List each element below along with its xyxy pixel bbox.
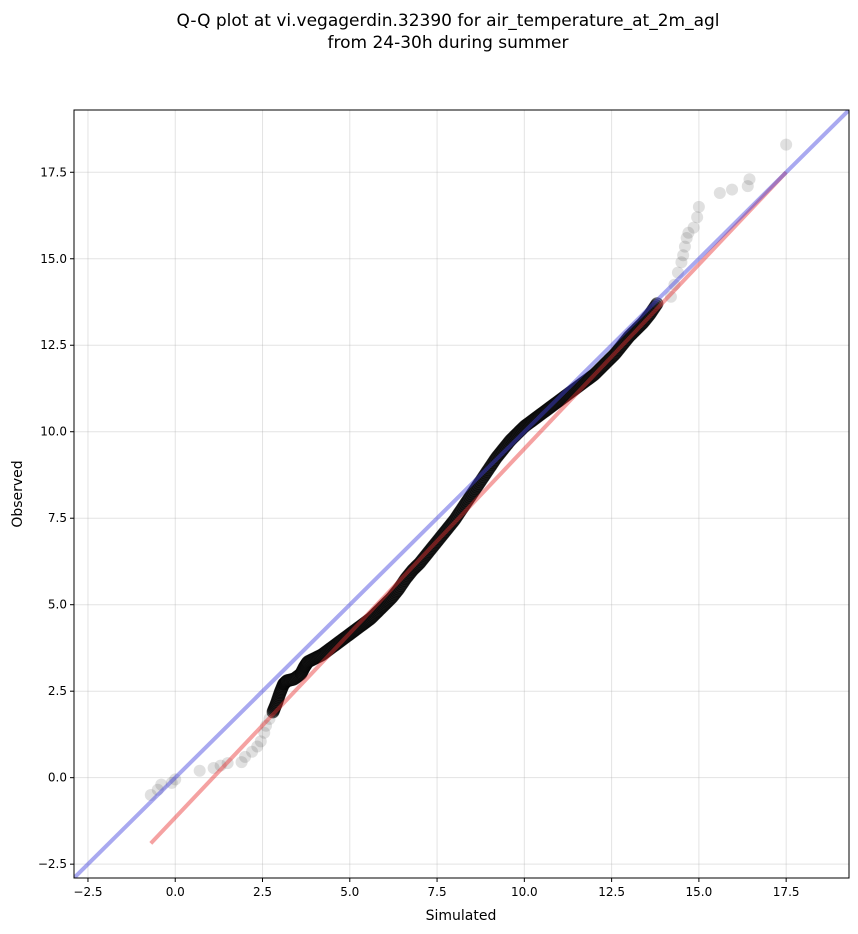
plot-frame <box>73 109 850 879</box>
fit-line <box>149 170 788 845</box>
x-tick-label: 12.5 <box>598 885 625 899</box>
tail-point <box>692 200 705 213</box>
tail-point <box>235 756 248 769</box>
x-tick-label: 15.0 <box>686 885 713 899</box>
tail-point <box>741 180 754 193</box>
y-tick-label: 10.0 <box>40 425 67 439</box>
x-tick-label: 10.0 <box>511 885 538 899</box>
tail-point <box>221 757 234 770</box>
tail-point <box>165 776 178 789</box>
y-tick-label: 12.5 <box>40 338 67 352</box>
tail-point <box>743 173 756 186</box>
tail-point <box>687 221 700 234</box>
chart-title-line-1: Q-Q plot at vi.vegagerdin.32390 for air_… <box>176 11 719 31</box>
data-points <box>144 138 793 801</box>
y-tick-label: 17.5 <box>40 165 67 179</box>
tail-point <box>239 750 252 763</box>
y-axis-label: Observed <box>10 460 26 527</box>
plot-area <box>74 110 849 878</box>
tail-point <box>151 783 164 796</box>
reference-lines <box>74 110 849 878</box>
tail-point <box>169 773 182 786</box>
tail-point <box>680 232 693 244</box>
tail-point <box>677 249 690 262</box>
identity-line <box>74 110 849 878</box>
tail-point <box>682 226 695 239</box>
tail-point <box>193 764 206 777</box>
tail-point <box>671 266 684 279</box>
y-tick-label: 15.0 <box>40 252 67 266</box>
x-tick-label: 5.0 <box>340 885 359 899</box>
tail-point <box>207 761 220 774</box>
tail-point <box>713 187 726 200</box>
x-tick-label: 7.5 <box>428 885 447 899</box>
tail-point <box>780 138 793 151</box>
x-tick-label: 2.5 <box>253 885 272 899</box>
y-axis-ticks: −2.5 0.0 2.5 5.0 7.5 10.0 12.5 15.0 17.5 <box>38 165 74 871</box>
tail-point <box>214 759 227 772</box>
x-tick-label: 17.5 <box>773 885 800 899</box>
x-axis-label: Simulated <box>426 908 497 924</box>
tail-point <box>260 719 273 732</box>
tail-point <box>258 726 271 739</box>
chart-title-line-2: from 24-30h during summer <box>328 33 569 53</box>
tail-point <box>251 740 264 753</box>
x-axis-ticks: −2.5 0.0 2.5 5.0 7.5 10.0 12.5 15.0 17.5 <box>73 878 800 899</box>
tail-point <box>726 183 739 196</box>
y-tick-label: 5.0 <box>48 598 67 612</box>
tail-point <box>678 240 691 253</box>
y-tick-label: −2.5 <box>38 857 67 871</box>
y-tick-label: 2.5 <box>48 684 67 698</box>
x-tick-label: 0.0 <box>166 885 185 899</box>
tail-point <box>144 788 157 801</box>
tail-point <box>691 211 704 224</box>
tail-point <box>246 745 259 758</box>
tail-point <box>668 278 681 291</box>
y-tick-label: 0.0 <box>48 771 67 785</box>
core-point <box>650 297 664 311</box>
x-tick-label: −2.5 <box>73 885 102 899</box>
tail-point <box>254 735 267 748</box>
y-tick-label: 7.5 <box>48 511 67 525</box>
tail-point <box>675 256 688 269</box>
tail-point <box>155 778 168 791</box>
tail-point <box>664 290 677 303</box>
